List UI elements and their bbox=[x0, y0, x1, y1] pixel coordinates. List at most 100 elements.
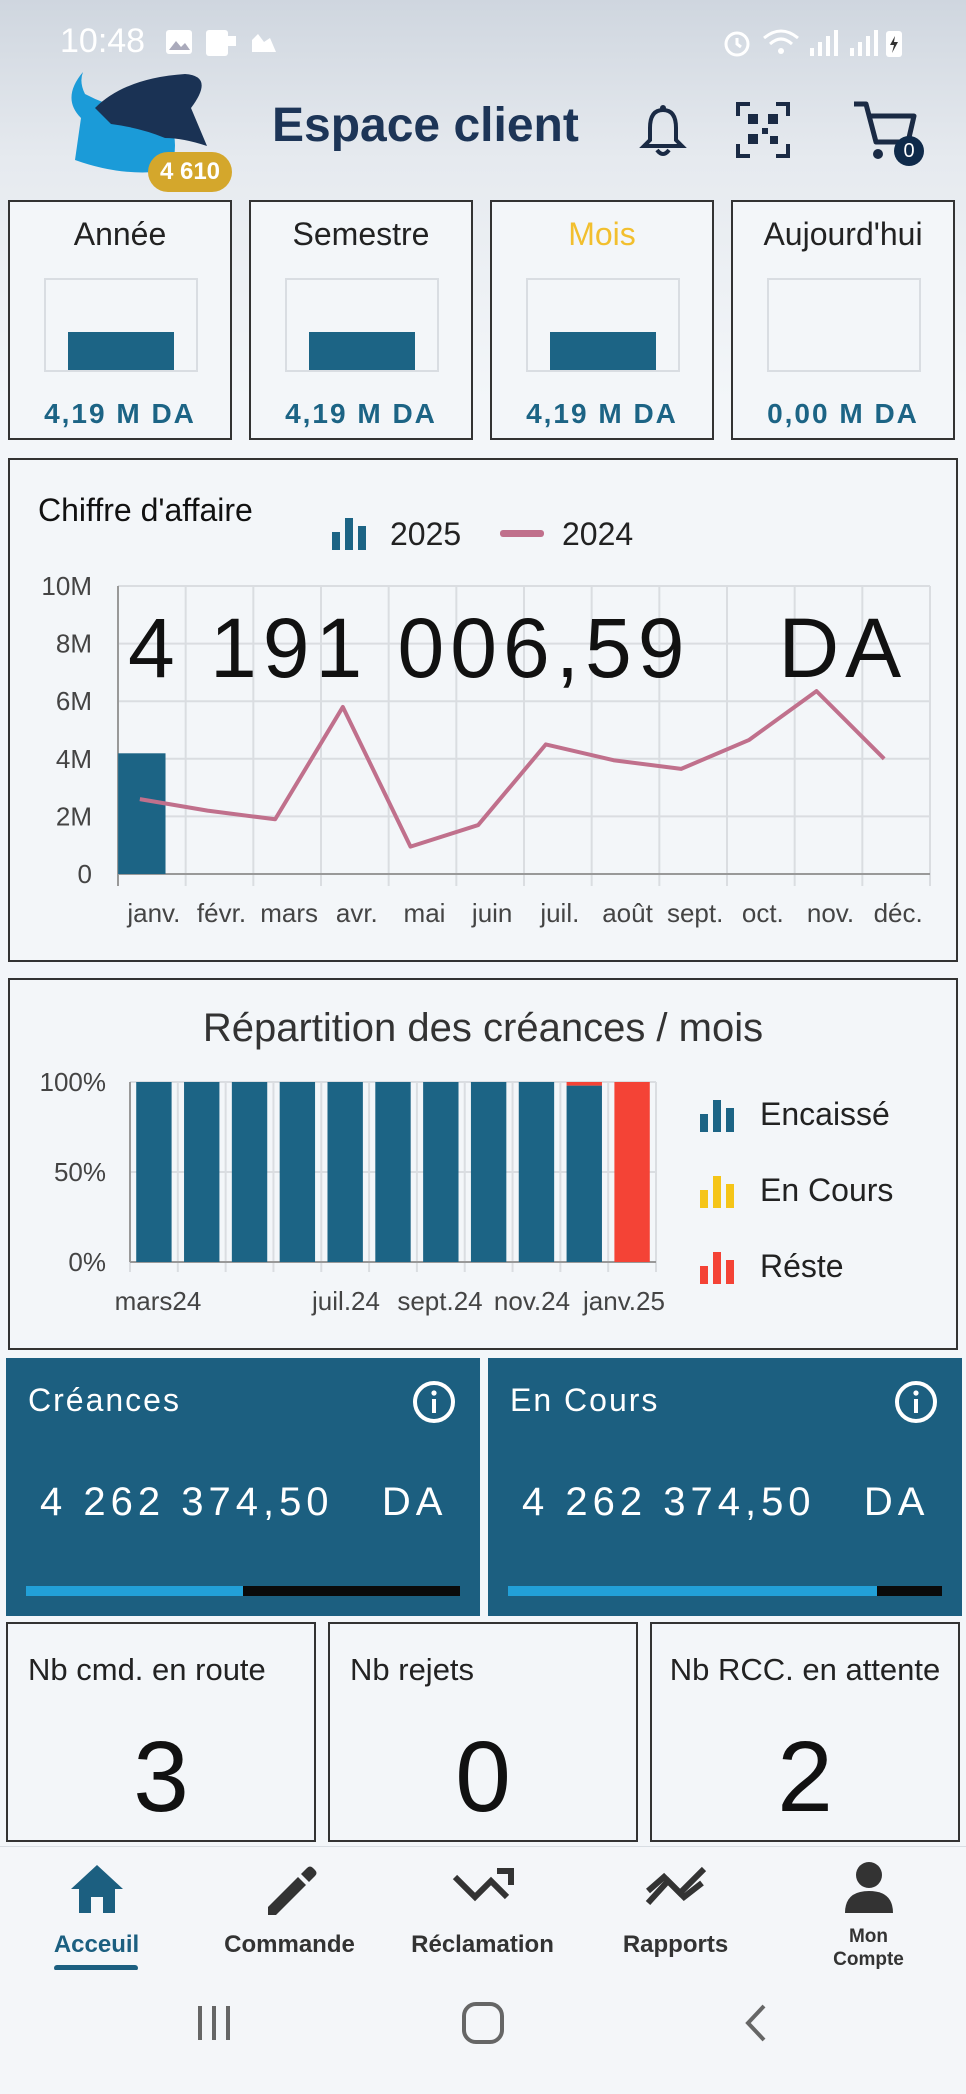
legend-icon-encaisse bbox=[700, 1100, 734, 1132]
x-tick-label: nov.24 bbox=[494, 1286, 570, 1316]
nav-label-line1: Mon bbox=[848, 1926, 889, 1947]
stat-label: Nb cmd. en route bbox=[28, 1652, 266, 1687]
company-logo bbox=[71, 72, 207, 173]
nav-reclamation[interactable]: Réclamation bbox=[386, 1847, 579, 1971]
stat-card-rejects[interactable]: Nb rejets 0 bbox=[328, 1622, 638, 1842]
y-tick-label: 0 bbox=[78, 859, 92, 889]
period-card-semester[interactable]: Semestre 4,19 M DA bbox=[249, 200, 473, 440]
card-value: 4 262 374,50 DA bbox=[522, 1480, 930, 1524]
x-tick-label: août bbox=[602, 898, 653, 928]
stat-card-orders-en-route[interactable]: Nb cmd. en route 3 bbox=[6, 1622, 316, 1842]
stat-label: Nb rejets bbox=[350, 1652, 475, 1687]
home-button[interactable] bbox=[460, 2000, 506, 2046]
nav-label-line2: Compte bbox=[833, 1949, 904, 1970]
qr-scan-icon[interactable] bbox=[736, 102, 790, 158]
revenue-total: 4 191 006,59 DA bbox=[128, 601, 908, 695]
receivables-chart-panel bbox=[8, 978, 958, 1350]
period-value: 4,19 M DA bbox=[44, 398, 196, 429]
nav-active-indicator bbox=[54, 1965, 138, 1971]
nav-label: Acceuil bbox=[53, 1931, 140, 1958]
bar-encaiss bbox=[279, 1082, 316, 1262]
bar-legend-icon bbox=[332, 518, 366, 550]
card-title: En Cours bbox=[510, 1382, 660, 1418]
period-card-today[interactable]: Aujourd'hui 0,00 M DA bbox=[731, 200, 955, 440]
legend-reste: Réste bbox=[760, 1248, 844, 1284]
period-mini-chart bbox=[767, 278, 921, 372]
y-tick-label: 6M bbox=[56, 686, 92, 716]
nav-rapports[interactable]: Rapports bbox=[579, 1847, 772, 1971]
x-tick-label: oct. bbox=[742, 898, 784, 928]
x-tick-label: juin bbox=[471, 898, 512, 928]
period-card-year[interactable]: Année 4,19 M DA bbox=[8, 200, 232, 440]
bar-encaiss bbox=[184, 1082, 220, 1262]
status-time: 10:48 bbox=[60, 22, 146, 60]
pencil-icon bbox=[267, 1866, 316, 1915]
card-value: 4 262 374,50 DA bbox=[40, 1480, 448, 1524]
period-label: Aujourd'hui bbox=[763, 216, 923, 252]
x-tick-label: sept.24 bbox=[397, 1286, 482, 1316]
period-mini-chart bbox=[285, 278, 439, 372]
recent-apps-button[interactable] bbox=[192, 2000, 236, 2044]
system-navigation-bar bbox=[0, 1970, 966, 2094]
y-tick-label: 50% bbox=[54, 1157, 106, 1187]
card-title: Créances bbox=[28, 1382, 181, 1418]
bell-icon[interactable] bbox=[638, 104, 688, 158]
info-icon[interactable] bbox=[412, 1380, 456, 1424]
receivables-chart: 100% 50% 0% mars24 juil.24 sept.24 nov.24 janv.… bbox=[40, 1067, 665, 1316]
legend-encaisse: Encaissé bbox=[760, 1096, 890, 1132]
line-legend-icon bbox=[500, 530, 544, 537]
x-tick-label: mars bbox=[260, 898, 318, 928]
bar-encaiss bbox=[231, 1082, 268, 1262]
nav-acceuil[interactable]: Acceuil bbox=[0, 1847, 193, 1971]
x-tick-label: juil. bbox=[539, 898, 579, 928]
legend-2025: 2025 bbox=[390, 516, 462, 552]
nav-mon-compte[interactable]: Mon Compte bbox=[772, 1847, 965, 1971]
nav-commande[interactable]: Commande bbox=[193, 1847, 386, 1971]
period-card-month[interactable]: Mois 4,19 M DA bbox=[490, 200, 714, 440]
nav-label: Rapports bbox=[622, 1931, 729, 1958]
battery-icon bbox=[886, 31, 902, 57]
bar-encaiss bbox=[518, 1082, 555, 1262]
page-title: Espace client bbox=[272, 99, 579, 152]
legend-2024: 2024 bbox=[562, 516, 634, 552]
bar-encaiss bbox=[423, 1082, 459, 1262]
period-label: Mois bbox=[568, 216, 636, 252]
back-button[interactable] bbox=[736, 2000, 776, 2046]
home-icon bbox=[70, 1865, 123, 1913]
stat-value: 2 bbox=[777, 1721, 833, 1833]
legend-icon-reste bbox=[700, 1252, 734, 1284]
stat-label: Nb RCC. en attente bbox=[669, 1652, 941, 1687]
x-tick-label: mai bbox=[404, 898, 446, 928]
y-tick-label: 0% bbox=[68, 1247, 106, 1277]
bar-rste bbox=[614, 1082, 650, 1262]
notification-icon bbox=[206, 30, 236, 56]
progress-fill bbox=[26, 1586, 243, 1596]
info-icon[interactable] bbox=[894, 1380, 938, 1424]
receivables-chart-title: Répartition des créances / mois bbox=[202, 1006, 764, 1050]
y-tick-label: 2M bbox=[56, 801, 92, 831]
revenue-chart-title: Chiffre d'affaire bbox=[38, 492, 253, 528]
bottom-navigation: Acceuil Commande Réclamation Rapports Mo… bbox=[0, 1846, 966, 1971]
revenue-chart: 10M 8M 6M 4M 2M 0 janv. févr. mars avr. mai juin jui… bbox=[41, 571, 931, 928]
progress-track bbox=[26, 1586, 460, 1596]
y-tick-label: 4M bbox=[56, 744, 92, 774]
x-tick-label: janv. bbox=[126, 898, 180, 928]
bar-encaiss bbox=[327, 1082, 363, 1262]
stat-card-rcc-pending[interactable]: Nb RCC. en attente 2 bbox=[650, 1622, 960, 1842]
x-tick-label: janv.25 bbox=[582, 1286, 665, 1316]
x-tick-label: févr. bbox=[197, 898, 246, 928]
y-tick-label: 100% bbox=[40, 1067, 107, 1097]
wifi-icon bbox=[763, 29, 799, 54]
gallery-icon bbox=[166, 30, 192, 54]
period-value: 0,00 M DA bbox=[767, 398, 919, 429]
bar-encaiss bbox=[566, 1085, 602, 1262]
en-cours-card[interactable]: En Cours 4 262 374,50 DA bbox=[488, 1358, 962, 1616]
x-tick-label: avr. bbox=[336, 898, 378, 928]
period-mini-chart bbox=[526, 278, 680, 372]
legend-en-cours: En Cours bbox=[760, 1172, 894, 1208]
creances-card[interactable]: Créances 4 262 374,50 DA bbox=[6, 1358, 480, 1616]
period-mini-chart bbox=[44, 278, 198, 372]
period-value: 4,19 M DA bbox=[285, 398, 437, 429]
x-tick-label: sept. bbox=[667, 898, 723, 928]
period-bar bbox=[68, 332, 174, 370]
